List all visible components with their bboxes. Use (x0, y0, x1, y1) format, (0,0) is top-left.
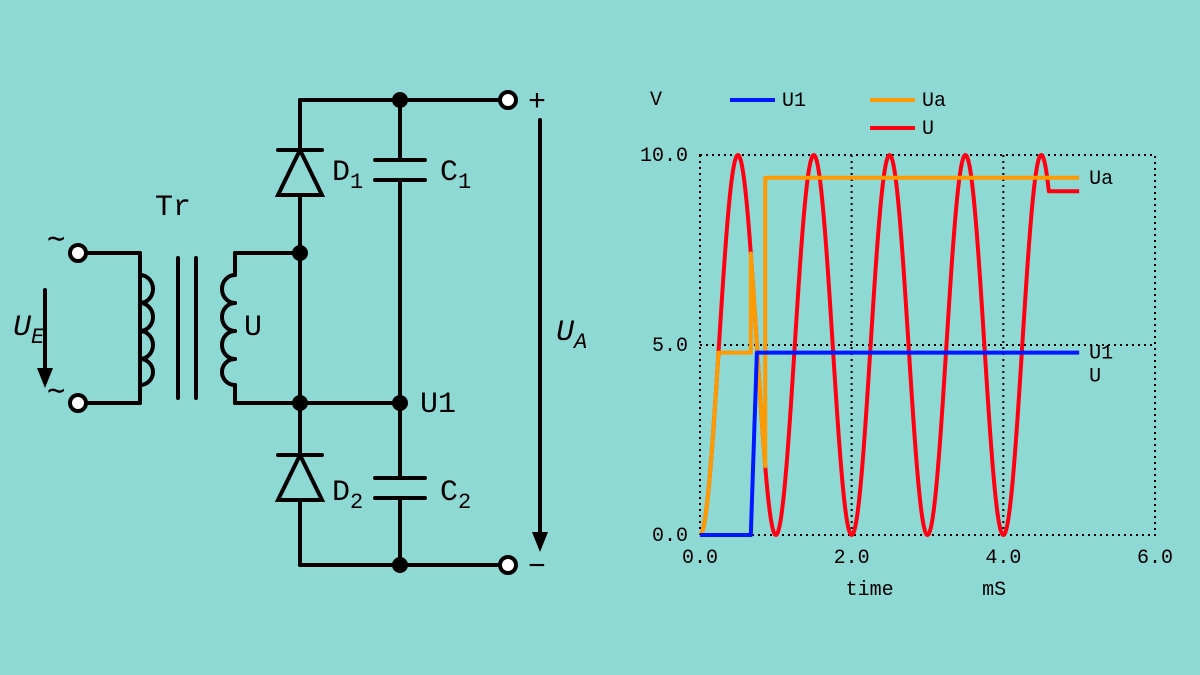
label-c1: C1 (440, 156, 471, 195)
svg-text:U1: U1 (1089, 343, 1113, 366)
svg-text:0.0: 0.0 (652, 525, 688, 548)
capacitor-c1 (375, 160, 425, 180)
svg-text:5.0: 5.0 (652, 335, 688, 358)
label-d2: D2 (332, 476, 363, 515)
capacitor-c2 (375, 478, 425, 498)
label-ua: UA (556, 316, 587, 355)
svg-text:time: time (846, 579, 894, 602)
label-u: U (244, 311, 262, 345)
svg-text:4.0: 4.0 (985, 547, 1021, 570)
diode-d1 (278, 150, 322, 195)
label-ue: UE (13, 311, 45, 350)
svg-text:U: U (922, 118, 934, 141)
tilde-top: ∼ (47, 224, 65, 258)
label-minus: − (528, 551, 546, 585)
tilde-bottom: ∼ (47, 376, 65, 410)
svg-text:Ua: Ua (922, 90, 946, 113)
scene: ∼ ∼ UE Tr U D1 D2 C1 C2 U1 UA + − 0.0 2.0… (0, 0, 1200, 675)
svg-text:2.0: 2.0 (834, 547, 870, 570)
svg-text:Ua: Ua (1089, 168, 1113, 191)
diode-d2 (278, 455, 322, 500)
circuit-diagram (37, 92, 548, 573)
label-u1: U1 (420, 388, 456, 422)
svg-text:U: U (1089, 365, 1101, 388)
svg-text:mS: mS (982, 579, 1006, 602)
label-c2: C2 (440, 476, 471, 515)
svg-text:6.0: 6.0 (1137, 547, 1173, 570)
svg-text:10.0: 10.0 (640, 145, 688, 168)
waveform-chart: 0.0 2.0 4.0 6.0 0.0 5.0 10.0 Vtime mS U1 Ua U U Ua U1 (640, 89, 1173, 602)
label-tr: Tr (155, 191, 191, 225)
label-d1: D1 (332, 156, 363, 195)
svg-text:0.0: 0.0 (682, 547, 718, 570)
svg-text:U1: U1 (782, 90, 806, 113)
transformer-secondary (222, 275, 235, 385)
svg-text:V: V (650, 89, 662, 112)
label-plus: + (528, 86, 546, 120)
